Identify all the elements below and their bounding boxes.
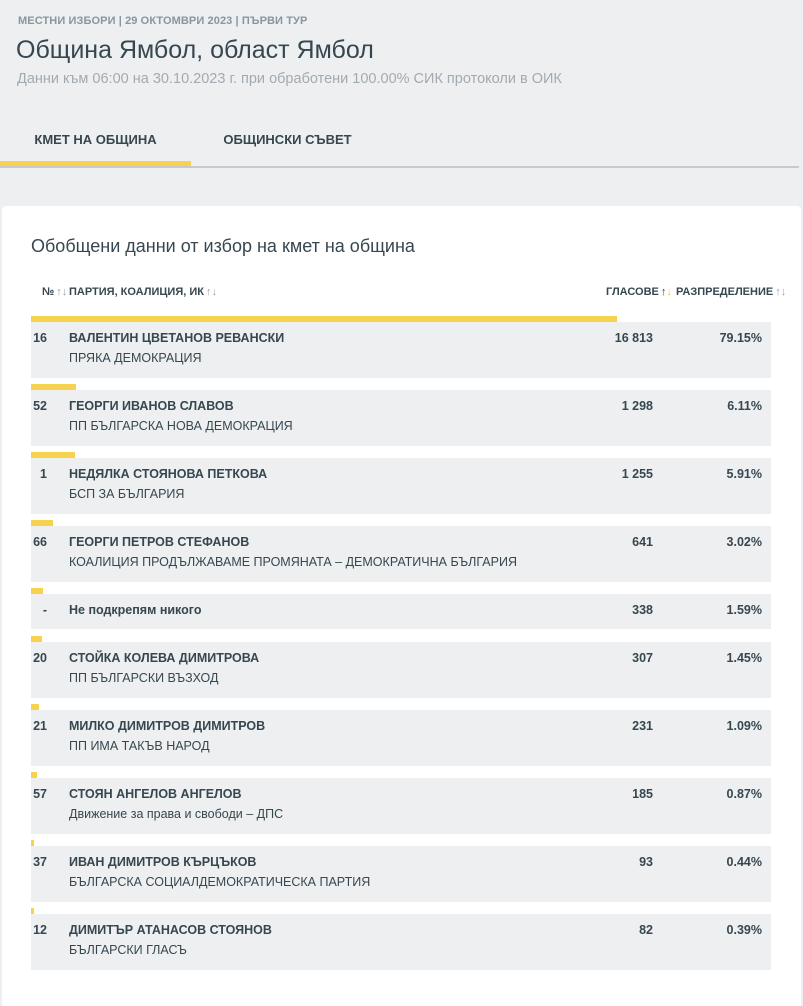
vote-percentage: 6.11%	[727, 399, 762, 413]
candidate-name: ДИМИТЪР АТАНАСОВ СТОЯНОВ	[69, 923, 272, 937]
votes-count: 338	[632, 603, 653, 617]
candidate-name: СТОЙКА КОЛЕВА ДИМИТРОВА	[69, 651, 260, 665]
candidate-name: МИЛКО ДИМИТРОВ ДИМИТРОВ	[69, 719, 266, 733]
table-row[interactable]: - Не подкрепям никого 338 1.59%	[31, 588, 771, 629]
vote-share-bar	[31, 840, 34, 846]
row-body: 16 ВАЛЕНТИН ЦВЕТАНОВ РЕВАНСКИ ПРЯКА ДЕМОКР…	[31, 322, 771, 378]
vote-share-bar	[31, 636, 42, 642]
candidate-number: 1	[40, 467, 47, 481]
vote-share-bar	[31, 316, 617, 322]
vote-share-bar	[31, 452, 75, 458]
row-body: 20 СТОЙКА КОЛЕВА ДИМИТРОВА ПП БЪЛГАРСКИ ВЪ…	[31, 642, 771, 698]
candidate-number: 37	[33, 855, 47, 869]
party-name: БСП ЗА БЪЛГАРИЯ	[69, 487, 185, 501]
vote-share-bar	[31, 588, 43, 594]
row-body: 52 ГЕОРГИ ИВАНОВ СЛАВОВ ПП БЪЛГАРСКА НОВА …	[31, 390, 771, 446]
party-name: ПРЯКА ДЕМОКРАЦИЯ	[69, 351, 202, 365]
candidate-number: 20	[33, 651, 47, 665]
candidate-name: ИВАН ДИМИТРОВ КЪРЦЪКОВ	[69, 855, 257, 869]
votes-count: 1 298	[621, 399, 653, 413]
row-body: 1 НЕДЯЛКА СТОЯНОВА ПЕТКОВА БСП ЗА БЪЛГАРИЯ…	[31, 458, 771, 514]
votes-count: 307	[632, 651, 653, 665]
candidate-number: 12	[33, 923, 47, 937]
vote-percentage: 0.87%	[726, 787, 762, 801]
vote-share-bar	[31, 520, 53, 526]
tab-municipal-council[interactable]: ОБЩИНСКИ СЪВЕТ	[223, 132, 352, 147]
table-row[interactable]: 1 НЕДЯЛКА СТОЯНОВА ПЕТКОВА БСП ЗА БЪЛГАРИЯ…	[31, 452, 771, 514]
vote-share-bar	[31, 908, 34, 914]
vote-percentage: 79.15%	[719, 331, 762, 345]
candidate-number: 21	[33, 719, 47, 733]
vote-percentage: 1.45%	[726, 651, 762, 665]
table-row[interactable]: 66 ГЕОРГИ ПЕТРОВ СТЕФАНОВ КОАЛИЦИЯ ПРОДЪЛЖ…	[31, 520, 771, 582]
votes-count: 231	[632, 719, 653, 733]
sort-icon: ↑↓	[56, 286, 68, 298]
vote-percentage: 0.44%	[726, 855, 762, 869]
vote-percentage: 1.59%	[726, 603, 762, 617]
candidate-number: 16	[33, 331, 47, 345]
sort-icon: ↑↓	[775, 286, 787, 298]
column-header-party[interactable]: ПАРТИЯ, КОАЛИЦИЯ, ИК ↑↓	[69, 286, 217, 298]
candidate-name: ВАЛЕНТИН ЦВЕТАНОВ РЕВАНСКИ	[69, 331, 285, 345]
vote-percentage: 3.02%	[726, 535, 762, 549]
table-row[interactable]: 52 ГЕОРГИ ИВАНОВ СЛАВОВ ПП БЪЛГАРСКА НОВА …	[31, 384, 771, 446]
party-name: ПП БЪЛГАРСКИ ВЪЗХОД	[69, 671, 219, 685]
row-body: - Не подкрепям никого 338 1.59%	[31, 594, 771, 629]
candidate-name: ГЕОРГИ ИВАНОВ СЛАВОВ	[69, 399, 234, 413]
row-body: 57 СТОЯН АНГЕЛОВ АНГЕЛОВ Движение за права…	[31, 778, 771, 834]
candidate-number: 52	[33, 399, 47, 413]
votes-count: 1 255	[621, 467, 653, 481]
party-name: БЪЛГАРСКИ ГЛАСЪ	[69, 943, 187, 957]
column-header-votes-label: ГЛАСОВЕ	[606, 286, 659, 298]
party-name: КОАЛИЦИЯ ПРОДЪЛЖАВАМЕ ПРОМЯНАТА – ДЕМОКР…	[69, 555, 517, 569]
vote-share-bar	[31, 384, 76, 390]
table-row[interactable]: 16 ВАЛЕНТИН ЦВЕТАНОВ РЕВАНСКИ ПРЯКА ДЕМОКР…	[31, 316, 771, 378]
candidate-name: СТОЯН АНГЕЛОВ АНГЕЛОВ	[69, 787, 242, 801]
sort-icon: ↑↓	[205, 286, 217, 298]
breadcrumb: МЕСТНИ ИЗБОРИ | 29 ОКТОМВРИ 2023 | ПЪРВИ…	[18, 15, 308, 27]
table-row[interactable]: 57 СТОЯН АНГЕЛОВ АНГЕЛОВ Движение за права…	[31, 772, 771, 834]
candidate-name: Не подкрепям никого	[69, 603, 202, 617]
column-header-distribution-label: РАЗПРЕДЕЛЕНИЕ	[676, 286, 774, 298]
party-name: БЪЛГАРСКА СОЦИАЛДЕМОКРАТИЧЕСКА ПАРТИЯ	[69, 875, 371, 889]
row-body: 37 ИВАН ДИМИТРОВ КЪРЦЪКОВ БЪЛГАРСКА СОЦИАЛ…	[31, 846, 771, 902]
table-row[interactable]: 21 МИЛКО ДИМИТРОВ ДИМИТРОВ ПП ИМА ТАКЪВ НА…	[31, 704, 771, 766]
votes-count: 185	[632, 787, 653, 801]
candidate-name: НЕДЯЛКА СТОЯНОВА ПЕТКОВА	[69, 467, 268, 481]
candidate-number: -	[42, 603, 47, 617]
table-row[interactable]: 20 СТОЙКА КОЛЕВА ДИМИТРОВА ПП БЪЛГАРСКИ ВЪ…	[31, 636, 771, 698]
vote-share-bar	[31, 772, 37, 778]
votes-count: 641	[632, 535, 653, 549]
column-header-num-label: №	[42, 286, 55, 298]
card-title: Обобщени данни от избор на кмет на общин…	[31, 236, 415, 256]
table-row[interactable]: 37 ИВАН ДИМИТРОВ КЪРЦЪКОВ БЪЛГАРСКА СОЦИАЛ…	[31, 840, 771, 902]
tab-bar: КМЕТ НА ОБЩИНА ОБЩИНСКИ СЪВЕТ	[0, 120, 799, 168]
results-card: Обобщени данни от избор на кмет на общин…	[2, 206, 801, 1006]
page-subtitle: Данни към 06:00 на 30.10.2023 г. при обр…	[17, 71, 562, 87]
candidate-number: 66	[33, 535, 47, 549]
column-header-distribution[interactable]: РАЗПРЕДЕЛЕНИЕ ↑↓	[676, 286, 786, 298]
sort-desc-icon: ↑↓	[660, 286, 672, 298]
table-row[interactable]: 12 ДИМИТЪР АТАНАСОВ СТОЯНОВ БЪЛГАРСКИ ГЛАС…	[31, 908, 771, 970]
vote-percentage: 0.39%	[726, 923, 762, 937]
column-header-num[interactable]: № ↑↓	[42, 286, 67, 298]
party-name: ПП БЪЛГАРСКА НОВА ДЕМОКРАЦИЯ	[69, 419, 293, 433]
column-header-party-label: ПАРТИЯ, КОАЛИЦИЯ, ИК	[69, 286, 204, 298]
votes-count: 16 813	[614, 331, 653, 345]
row-body: 66 ГЕОРГИ ПЕТРОВ СТЕФАНОВ КОАЛИЦИЯ ПРОДЪЛЖ…	[31, 526, 771, 582]
candidate-number: 57	[33, 787, 47, 801]
tab-mayor[interactable]: КМЕТ НА ОБЩИНА	[0, 120, 191, 166]
row-body: 12 ДИМИТЪР АТАНАСОВ СТОЯНОВ БЪЛГАРСКИ ГЛАС…	[31, 914, 771, 970]
vote-percentage: 1.09%	[726, 719, 762, 733]
party-name: Движение за права и свободи – ДПС	[69, 807, 284, 821]
votes-count: 93	[639, 855, 653, 869]
candidate-name: ГЕОРГИ ПЕТРОВ СТЕФАНОВ	[69, 535, 250, 549]
vote-share-bar	[31, 704, 39, 710]
page-title: Община Ямбол, област Ямбол	[16, 36, 374, 64]
party-name: ПП ИМА ТАКЪВ НАРОД	[69, 739, 210, 753]
column-header-votes[interactable]: ГЛАСОВЕ ↑↓	[606, 286, 672, 298]
vote-percentage: 5.91%	[726, 467, 762, 481]
row-body: 21 МИЛКО ДИМИТРОВ ДИМИТРОВ ПП ИМА ТАКЪВ НА…	[31, 710, 771, 766]
votes-count: 82	[639, 923, 653, 937]
